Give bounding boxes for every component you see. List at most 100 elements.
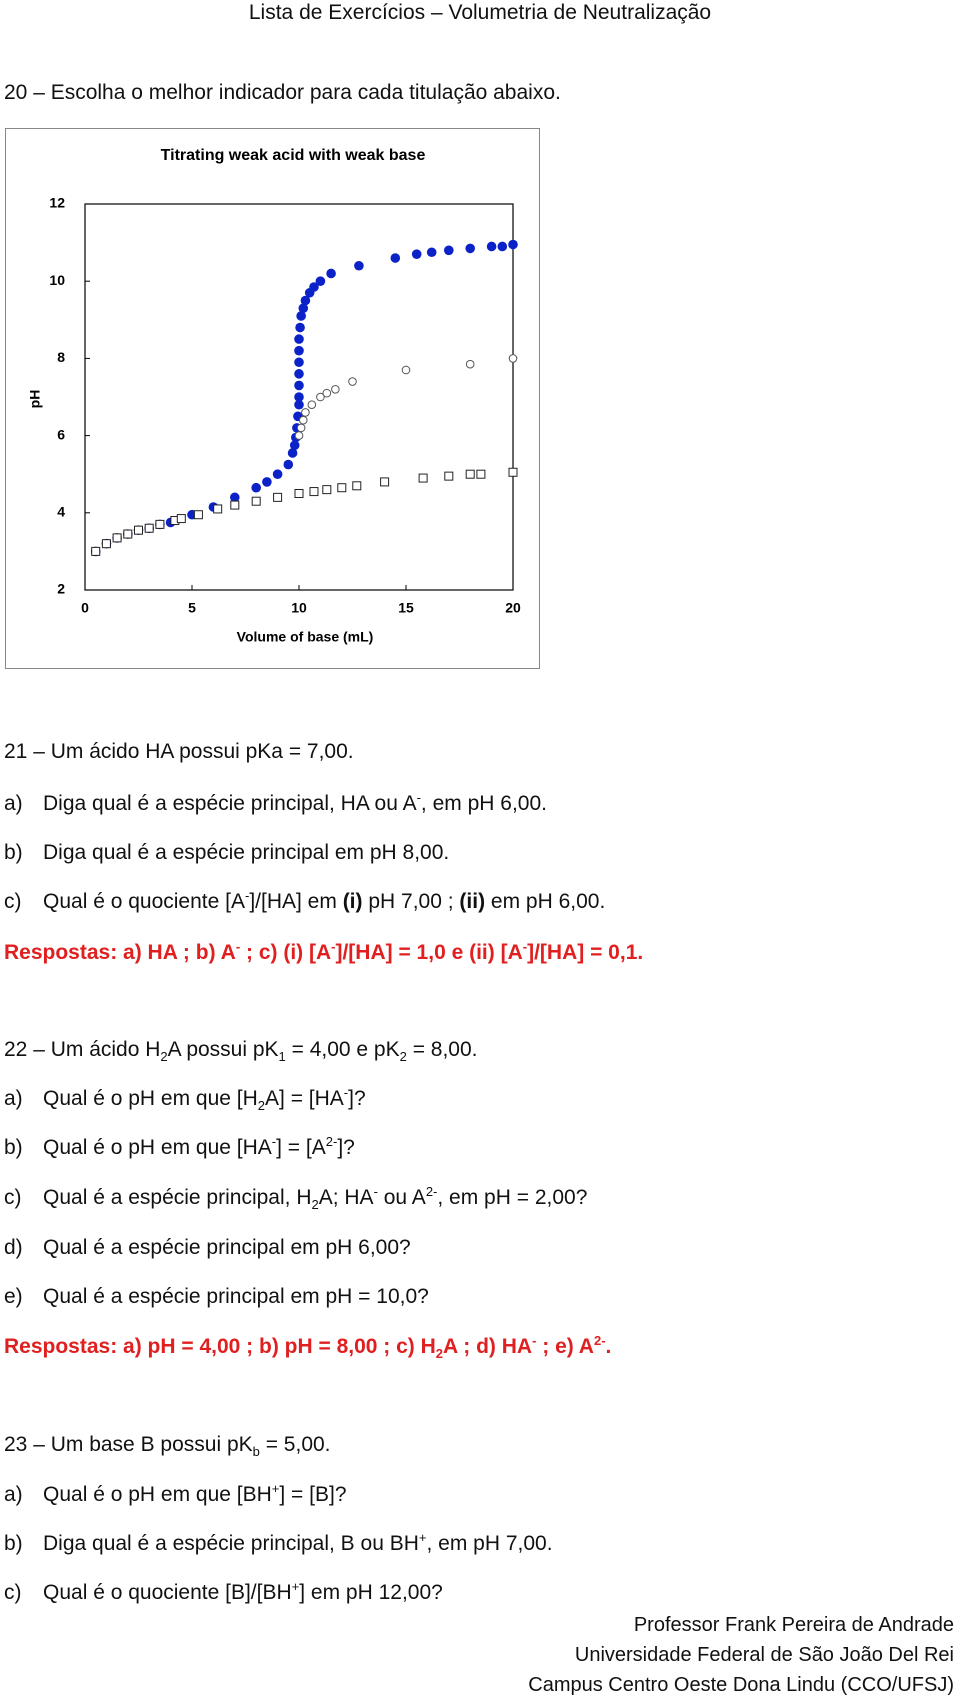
item-label: a) xyxy=(4,1087,23,1110)
filled-point xyxy=(444,245,454,256)
y-tick-label: 8 xyxy=(57,349,65,365)
item-text: Qual é o pH em que [H2A] = [HA-]? xyxy=(43,1086,366,1112)
text-run: . xyxy=(605,1335,612,1358)
text-run: Respostas: a) pH = 4,00 ; b) pH = 8,00 ;… xyxy=(4,1335,436,1358)
item-label: a) xyxy=(4,1483,23,1506)
item-label: e) xyxy=(4,1285,23,1308)
footer-line: Campus Centro Oeste Dona Lindu (CCO/UFSJ… xyxy=(528,1674,954,1696)
open-point xyxy=(348,377,357,386)
item-text: Qual é o quociente [B]/[BH+] em pH 12,00… xyxy=(43,1580,443,1606)
square-point xyxy=(508,467,518,477)
question-heading: 23 – Um base B possui pKb = 5,00. xyxy=(4,1432,331,1458)
text-run: Qual é o pH em que [BH xyxy=(43,1483,272,1506)
chart-border xyxy=(5,128,540,669)
open-point xyxy=(296,423,306,433)
item-label: c) xyxy=(4,1186,22,1209)
text-run: 2- xyxy=(425,1184,438,1199)
y-tick-label: 10 xyxy=(49,272,65,288)
item-text: Qual é a espécie principal em pH = 10,0? xyxy=(43,1284,429,1310)
question-heading: 22 – Um ácido H2A possui pK1 = 4,00 e pK… xyxy=(4,1037,478,1063)
filled-point xyxy=(497,241,508,252)
filled-point xyxy=(508,239,518,250)
text-run: Qual é o pH em que [H xyxy=(43,1087,258,1110)
filled-point xyxy=(283,459,294,470)
text-run: A ; d) HA xyxy=(443,1335,533,1358)
text-run: 2 xyxy=(399,1049,407,1065)
text-run: A; HA xyxy=(318,1186,374,1209)
text-run: 2 xyxy=(435,1346,444,1362)
filled-point xyxy=(294,399,304,410)
item-label: c) xyxy=(4,1581,22,1604)
header-title: Lista de Exercícios – Volumetria de Neut… xyxy=(248,1,712,24)
square-point xyxy=(444,471,454,481)
square-point xyxy=(322,485,332,495)
square-point xyxy=(213,504,223,514)
text-run: - xyxy=(343,1085,349,1100)
filled-point xyxy=(326,268,336,279)
text-run: , em pH = 2,00? xyxy=(437,1186,588,1209)
text-run: ; e) A xyxy=(536,1335,594,1358)
text-run: (ii) xyxy=(459,890,486,913)
filled-point xyxy=(251,482,261,493)
text-run: pH 7,00 ; xyxy=(362,890,460,913)
square-point xyxy=(418,473,428,483)
filled-point xyxy=(411,249,422,259)
question-heading: 21 – Um ácido HA possui pKa = 7,00. xyxy=(4,739,354,765)
open-point xyxy=(301,408,310,417)
text-run: + xyxy=(418,1530,427,1545)
filled-point xyxy=(272,469,283,480)
square-point xyxy=(337,483,347,493)
x-tick-label: 20 xyxy=(505,600,521,616)
item-label: a) xyxy=(4,792,23,815)
item-text: Qual é o pH em que [BH+] = [B]? xyxy=(43,1482,347,1508)
x-tick-label: 15 xyxy=(398,600,414,616)
filled-point xyxy=(287,448,298,458)
filled-point xyxy=(296,311,306,321)
text-run: + xyxy=(271,1481,280,1496)
filled-point xyxy=(294,357,304,368)
open-point xyxy=(294,431,304,440)
text-run: ]/[HA] em xyxy=(249,890,343,913)
filled-point xyxy=(230,492,240,503)
square-point xyxy=(101,539,111,549)
filled-point xyxy=(315,276,326,286)
open-point xyxy=(307,400,317,410)
text-run: ou A xyxy=(377,1186,426,1209)
square-point xyxy=(380,477,390,487)
text-run: Qual é o pH em que [HA xyxy=(43,1136,272,1159)
footer-line: Professor Frank Pereira de Andrade xyxy=(633,1614,954,1636)
text-run: Qual é a espécie principal em pH = 10,0? xyxy=(43,1285,429,1308)
square-point xyxy=(476,469,486,479)
open-point xyxy=(298,415,308,425)
item-text: Diga qual é a espécie principal, HA ou A… xyxy=(43,791,547,817)
text-run: ]? xyxy=(348,1087,366,1110)
square-point xyxy=(352,481,362,491)
square-point xyxy=(273,492,283,502)
text-run: + xyxy=(291,1579,300,1594)
square-point xyxy=(309,487,319,497)
item-label: b) xyxy=(4,841,23,864)
text-run: A possui pK xyxy=(167,1038,279,1061)
text-run: - xyxy=(416,790,421,805)
item-label: c) xyxy=(4,890,22,913)
text-run: = 8,00. xyxy=(406,1038,478,1061)
filled-point xyxy=(486,241,497,252)
square-point xyxy=(465,469,475,479)
y-tick-label: 12 xyxy=(49,195,65,211)
text-run: - xyxy=(532,1333,537,1348)
text-run: em pH 6,00. xyxy=(485,890,606,913)
text-run: - xyxy=(271,1134,277,1149)
chart-title: Titrating weak acid with weak base xyxy=(161,147,426,164)
text-run: b xyxy=(252,1444,260,1460)
text-run: 22 – Um ácido H xyxy=(4,1038,161,1061)
text-run: 2- xyxy=(593,1333,606,1348)
x-tick-label: 0 xyxy=(81,600,89,616)
y-tick-label: 4 xyxy=(57,504,65,520)
filled-point xyxy=(298,303,309,314)
square-point xyxy=(134,525,143,535)
square-point xyxy=(144,523,154,533)
item-label: b) xyxy=(4,1532,23,1555)
square-point xyxy=(155,519,165,529)
text-run: ] em pH 12,00? xyxy=(299,1581,443,1604)
square-point xyxy=(230,500,240,510)
